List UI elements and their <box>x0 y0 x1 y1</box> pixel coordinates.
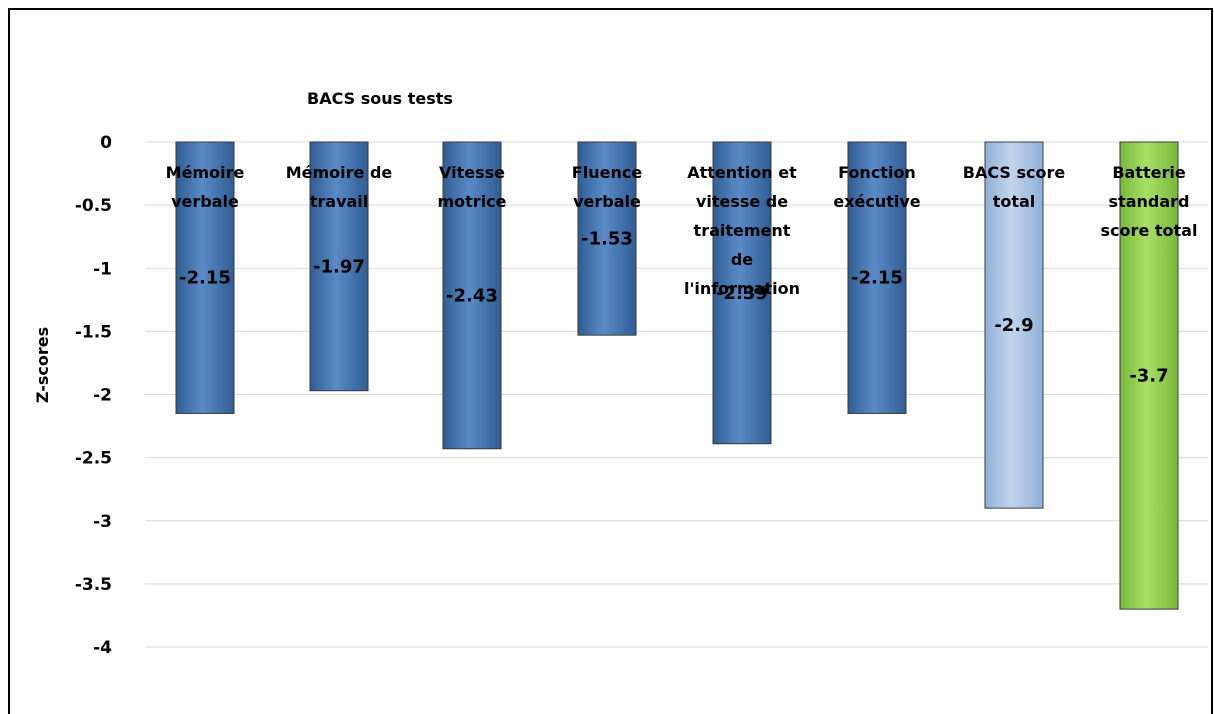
labels: Mémoire verbale -2.15 Mémoire de travail -1.9… <box>166 163 1198 387</box>
y-tick-label: 0 <box>100 133 112 153</box>
value-label: -1.97 <box>313 256 365 277</box>
category-label: Vitesse motrice <box>437 163 506 211</box>
category-label: Batterie standard score total <box>1101 163 1198 240</box>
value-label: -3.7 <box>1129 366 1168 387</box>
value-label: -2.9 <box>994 315 1033 336</box>
bars <box>175 141 1179 610</box>
y-tick-label: -1 <box>93 259 112 279</box>
value-label: -2.43 <box>446 285 498 306</box>
bar <box>1119 141 1179 610</box>
category-label: Fluence verbale <box>572 163 643 211</box>
y-tick-label: -1.5 <box>75 322 112 342</box>
bar <box>577 141 637 336</box>
y-tick-label: -3.5 <box>75 575 112 595</box>
value-label: -1.53 <box>581 229 633 250</box>
value-label: -2.15 <box>179 268 231 289</box>
value-label: -2.39 <box>716 283 768 304</box>
bar <box>984 141 1044 509</box>
y-tick-label: -0.5 <box>75 196 112 216</box>
chart-title: BACS sous tests <box>307 89 453 108</box>
bar <box>175 141 235 414</box>
y-tick-label: -4 <box>93 638 112 658</box>
y-tick-label: -3 <box>93 512 112 532</box>
y-axis-label: Z-scores <box>33 327 52 403</box>
value-label: -2.15 <box>851 268 903 289</box>
chart-frame <box>8 8 1213 714</box>
y-tick-label: -2.5 <box>75 449 112 469</box>
bar <box>309 141 369 392</box>
category-label: Mémoire de travail <box>286 163 393 211</box>
category-label: BACS score total <box>963 163 1066 211</box>
category-label: Fonction exécutive <box>833 163 920 211</box>
category-label: Mémoire verbale <box>166 163 245 211</box>
bar <box>847 141 907 414</box>
category-label: Attention et vitesse de traitement de l'info… <box>684 163 800 298</box>
bar <box>442 141 502 450</box>
y-tick-label: -2 <box>93 386 112 406</box>
bar <box>712 141 772 445</box>
